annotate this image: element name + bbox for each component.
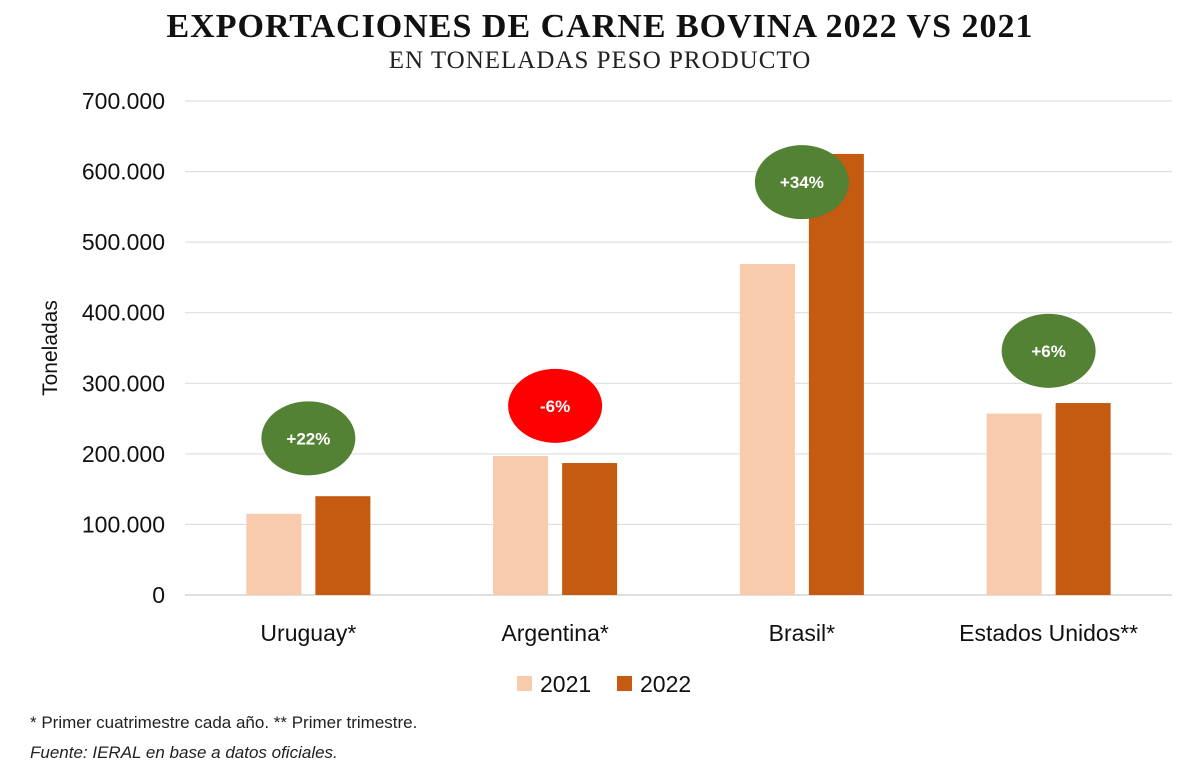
x-axis-ticks: Uruguay* Argentina* Brasil* Estados Unidos*…	[260, 620, 1138, 646]
y-tick-label: 100.000	[82, 511, 165, 537]
x-tick-label: Argentina*	[501, 620, 608, 646]
bar-2022-2	[808, 153, 864, 595]
bar-2022-3	[1055, 403, 1111, 595]
x-tick-label: Uruguay*	[260, 620, 356, 646]
bar-2022-0	[315, 496, 371, 595]
bar-2021-0	[246, 513, 302, 595]
legend-label-2022: 2022	[640, 671, 691, 697]
change-badge-label: +6%	[1031, 342, 1066, 361]
legend: 2021 2022	[517, 671, 691, 697]
change-badges: +22% -6% +34% +6%	[261, 145, 1096, 476]
x-tick-label: Brasil*	[769, 620, 836, 646]
bar-2021-3	[986, 413, 1042, 595]
source-note: Fuente: IERAL en base a datos oficiales.	[30, 743, 338, 762]
y-tick-label: 0	[152, 582, 165, 608]
bar-chart: 0 100.000 200.000 300.000 400.000 500.000 600.…	[39, 88, 1172, 697]
change-badge	[1001, 313, 1096, 388]
y-tick-label: 700.000	[82, 88, 165, 114]
y-tick-label: 400.000	[82, 300, 165, 326]
legend-swatch-2021	[517, 676, 532, 691]
change-badge	[261, 401, 356, 476]
change-badge-label: +22%	[286, 429, 330, 448]
y-tick-label: 300.000	[82, 370, 165, 396]
change-badge-label: -6%	[540, 397, 570, 416]
change-badge	[508, 368, 603, 443]
y-axis-ticks: 0 100.000 200.000 300.000 400.000 500.000 600.…	[82, 88, 165, 608]
y-tick-label: 600.000	[82, 159, 165, 185]
legend-label-2021: 2021	[540, 671, 591, 697]
legend-swatch-2022	[617, 676, 632, 691]
gridlines	[185, 100, 1172, 596]
y-tick-label: 200.000	[82, 441, 165, 467]
bar-2021-2	[739, 264, 795, 595]
bar-2022-1	[562, 463, 618, 595]
y-axis-label: Toneladas	[39, 300, 62, 396]
y-tick-label: 500.000	[82, 229, 165, 255]
change-badge	[754, 145, 849, 220]
change-badge-label: +34%	[780, 173, 824, 192]
chart-title: Exportaciones de Carne Bovina 2022 vs 20…	[166, 8, 1034, 45]
chart-subtitle: en toneladas peso producto	[388, 47, 812, 74]
x-tick-label: Estados Unidos**	[959, 620, 1138, 646]
bar-2021-1	[493, 455, 549, 595]
bars	[246, 153, 1111, 595]
footnote: * Primer cuatrimestre cada año. ** Prime…	[30, 713, 418, 732]
